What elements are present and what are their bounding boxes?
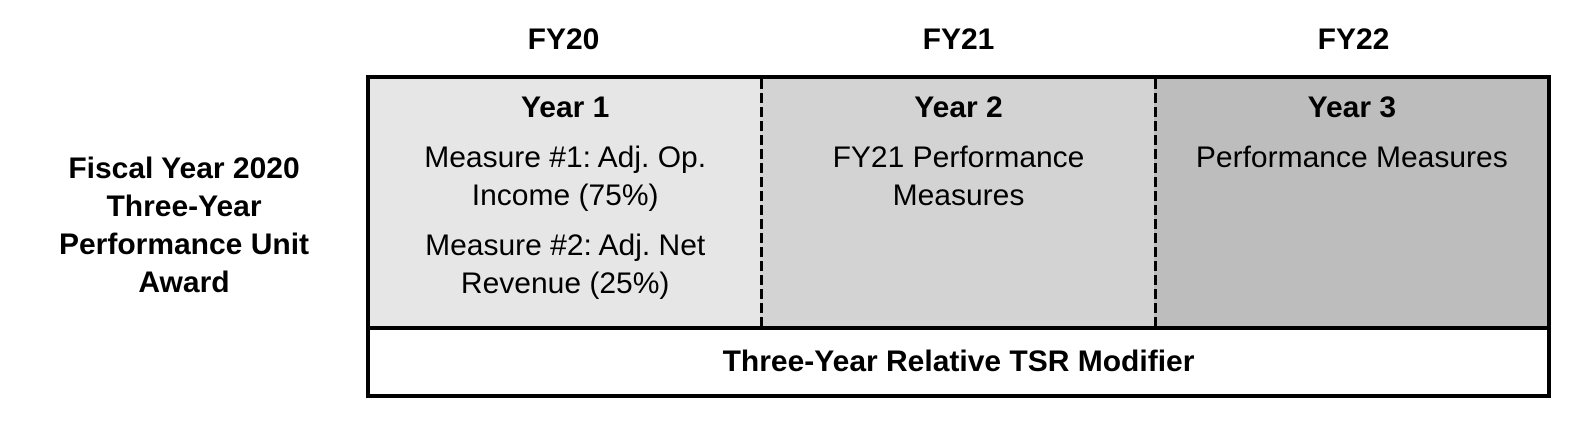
year3-measure: Performance Measures [1195, 141, 1508, 174]
award-title-line: Fiscal Year 2020 [68, 152, 300, 185]
year3-cell: Year 3 Performance Measures [1156, 79, 1547, 326]
year1-measure-1: Measure #1: Adj. Op. Income (75%) [424, 141, 707, 212]
fy-header-fy20: FY20 [527, 23, 600, 56]
award-title-line: Award [138, 266, 230, 299]
dashed-separator [1153, 79, 1157, 326]
year2-title: Year 2 [914, 91, 1003, 124]
year1-cell: Year 1 Measure #1: Adj. Op. Income (75%)… [370, 79, 761, 326]
year2-measure: FY21 Performance Measures [832, 141, 1085, 212]
fy-header-fy21: FY21 [922, 23, 995, 56]
performance-award-table: Year 1 Measure #1: Adj. Op. Income (75%)… [366, 75, 1551, 398]
year1-measure-2: Measure #2: Adj. Net Revenue (25%) [425, 229, 706, 300]
fy-header-row: FY20 FY21 FY22 [366, 22, 1551, 58]
fy-header-fy22: FY22 [1317, 23, 1390, 56]
award-title-line: Performance Unit [58, 228, 310, 261]
year1-title: Year 1 [520, 91, 610, 124]
award-title-line: Three-Year [106, 190, 262, 223]
year-row: Year 1 Measure #1: Adj. Op. Income (75%)… [370, 79, 1547, 326]
tsr-modifier-row: Three-Year Relative TSR Modifier [370, 326, 1547, 394]
year2-cell: Year 2 FY21 Performance Measures [763, 79, 1154, 326]
year3-title: Year 3 [1307, 91, 1397, 124]
award-title: Fiscal Year 2020 Three-Year Performance … [28, 150, 340, 302]
dashed-separator [760, 79, 764, 326]
tsr-modifier-label: Three-Year Relative TSR Modifier [722, 345, 1195, 378]
